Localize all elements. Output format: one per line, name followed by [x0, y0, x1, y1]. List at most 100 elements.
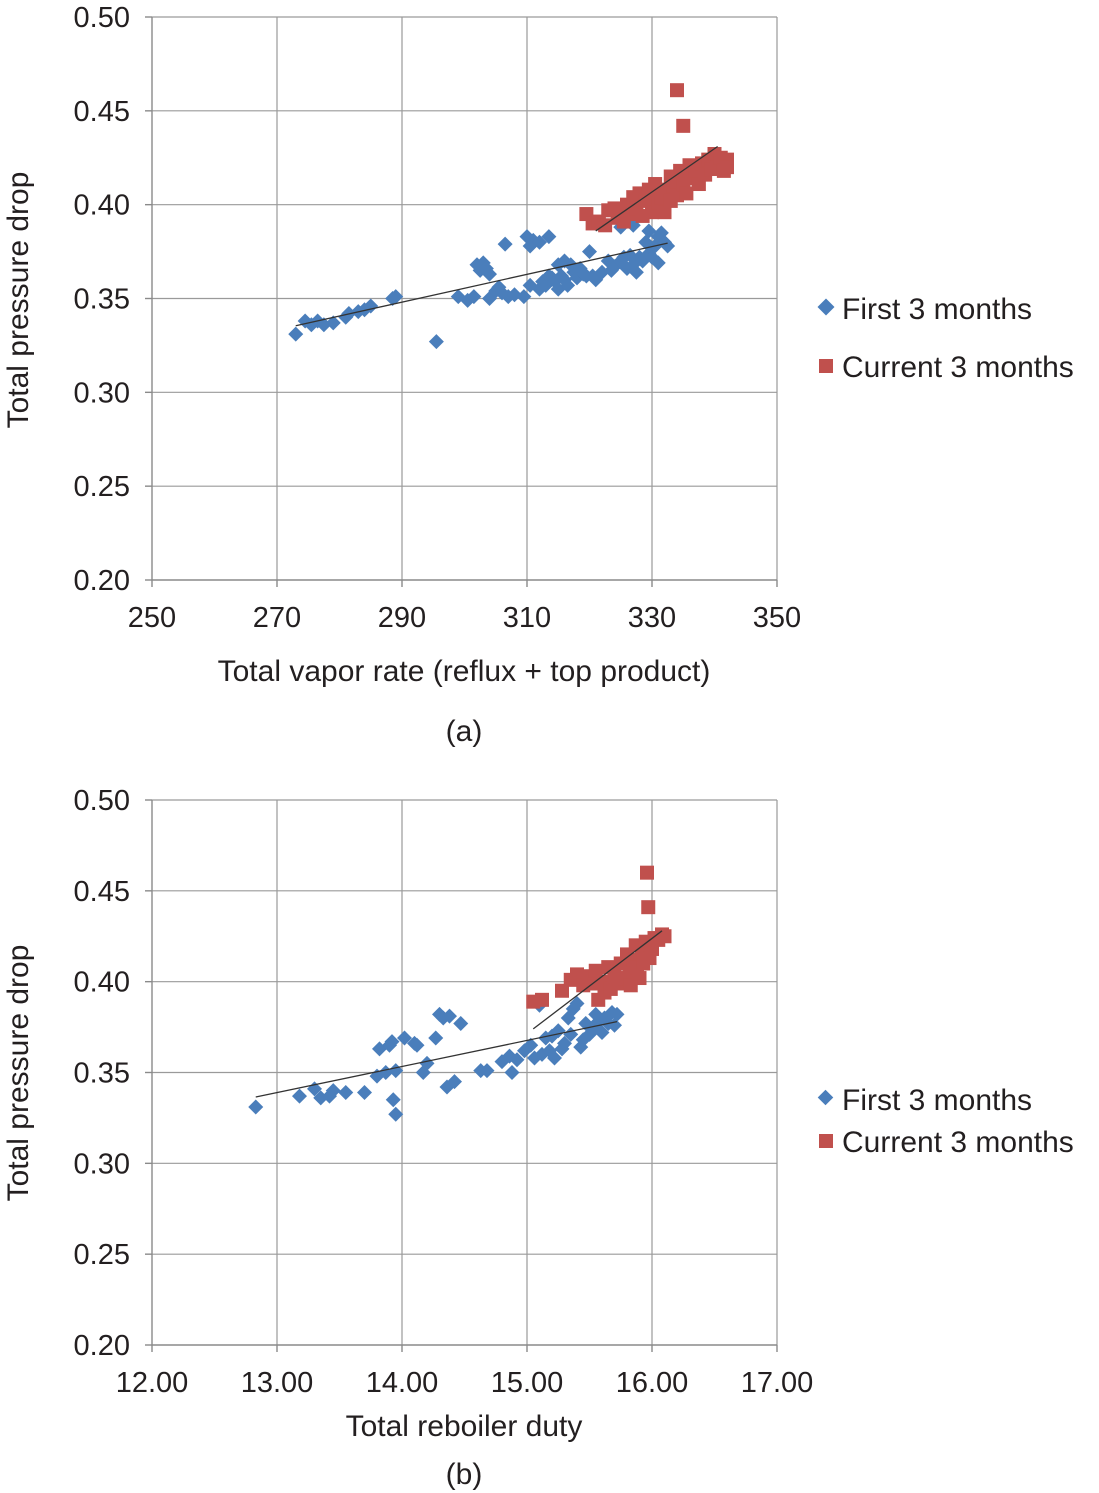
chart-a-point-first-3-months [560, 277, 576, 293]
chart-b-point-first-3-months [248, 1099, 264, 1115]
chart-a-legend-marker-first [817, 298, 835, 316]
chart-b-point-first-3-months [479, 1063, 495, 1079]
chart-b-legend-label-first: First 3 months [842, 1084, 1032, 1117]
chart-a-point-first-3-months [482, 266, 497, 282]
chart-a-legend-label-current: Current 3 months [842, 351, 1074, 384]
chart-b-trendlines [255, 930, 663, 1098]
chart-a-point-first-3-months [325, 315, 341, 331]
chart-b-y-tick-label: 0.50 [74, 785, 130, 817]
chart-b-trendline-first-3-months [255, 1020, 618, 1098]
chart-a-trendline-current-3-months [595, 145, 718, 232]
chart-b-point-current-3-months [640, 865, 654, 880]
chart-a-x-tick-label: 270 [253, 602, 301, 634]
chart-a-tick-labels: 0.20 0.25 0.30 0.35 0.40 0.45 0.50 250 270 290 310… [74, 2, 802, 634]
chart-b-point-first-3-months [504, 1065, 520, 1080]
chart-b-y-tick-label: 0.35 [74, 1058, 130, 1090]
chart-a-point-current-3-months [720, 160, 734, 175]
chart-a-axes [145, 16, 778, 587]
chart-a-trendlines [295, 145, 718, 327]
chart-a-y-tick-label: 0.45 [74, 96, 130, 128]
chart-a-data-points [288, 83, 734, 350]
chart-b-point-current-3-months [555, 983, 569, 998]
chart-a-y-axis-title: Total pressure drop [2, 172, 35, 429]
chart-b-point-first-3-months [607, 1017, 622, 1033]
chart-a-point-first-3-months [541, 229, 557, 245]
chart-a-x-tick-label: 250 [128, 602, 176, 634]
chart-a-point-first-3-months [660, 238, 676, 254]
chart-a-point-first-3-months [516, 289, 532, 305]
chart-b-point-current-3-months [657, 929, 672, 944]
chart-b-point-first-3-months [547, 1050, 562, 1066]
chart-b-point-first-3-months [557, 1035, 572, 1051]
chart-a-legend: First 3 months Current 3 months [817, 293, 1074, 384]
chart-b-point-first-3-months [338, 1084, 354, 1100]
chart-a-point-current-3-months [670, 83, 684, 98]
chart-a-point-current-3-months [679, 186, 694, 201]
chart-b-point-first-3-months [569, 995, 585, 1011]
chart-a-y-tick-label: 0.20 [74, 565, 130, 597]
chart-b-axes [145, 799, 778, 1352]
chart-b-gridlines [152, 799, 778, 1345]
chart-b-legend-marker-first [817, 1089, 834, 1106]
chart-a-y-tick-label: 0.40 [74, 190, 130, 222]
chart-a-point-current-3-months [648, 177, 663, 192]
chart-b-legend-label-current: Current 3 months [842, 1126, 1074, 1159]
chart-b-legend: First 3 months Current 3 months [817, 1084, 1074, 1159]
chart-a-point-first-3-months [497, 236, 513, 252]
chart-b-x-tick-label: 13.00 [241, 1367, 314, 1399]
chart-b-y-tick-label: 0.45 [74, 876, 130, 908]
chart-a-point-first-3-months [532, 234, 547, 250]
chart-a-point-first-3-months [466, 289, 482, 305]
chart-b-point-first-3-months [388, 1106, 404, 1122]
chart-b-point-current-3-months [535, 992, 549, 1007]
chart-b-point-current-3-months [641, 900, 656, 915]
chart-b-point-first-3-months [509, 1052, 525, 1068]
chart-a-point-first-3-months [582, 244, 597, 260]
chart-b-point-current-3-months [588, 963, 603, 978]
chart-a-x-tick-label: 330 [628, 602, 676, 634]
chart-b-tick-labels: 0.20 0.25 0.30 0.35 0.40 0.45 0.50 12.00 13.00 14… [74, 785, 814, 1399]
chart-b-point-first-3-months [523, 1037, 539, 1053]
chart-a-x-tick-label: 310 [503, 602, 551, 634]
chart-b-point-first-3-months [385, 1092, 401, 1108]
chart-b-x-axis-title: Total reboiler duty [346, 1410, 583, 1443]
chart-a-x-tick-label: 350 [753, 602, 801, 634]
chart-b-y-tick-label: 0.40 [74, 967, 130, 999]
chart-b-point-first-3-months [409, 1037, 425, 1053]
chart-b-point-first-3-months [292, 1088, 307, 1104]
chart-b-point-first-3-months [357, 1084, 372, 1100]
chart-a-y-tick-label: 0.35 [74, 284, 130, 316]
chart-b-y-axis-title: Total pressure drop [2, 945, 35, 1202]
chart-b-point-first-3-months [609, 1006, 625, 1022]
chart-b-x-tick-label: 17.00 [741, 1367, 814, 1399]
chart-a-point-first-3-months [428, 334, 444, 350]
chart-a-point-current-3-months [657, 205, 672, 220]
chart-b-data-points [248, 865, 672, 1122]
chart-a-y-tick-label: 0.30 [74, 377, 130, 409]
chart-a-point-first-3-months [616, 249, 632, 265]
chart-a-point-current-3-months [676, 118, 691, 133]
chart-b-point-first-3-months [447, 1074, 462, 1090]
chart-b-point-current-3-months [570, 967, 584, 982]
chart-b-point-first-3-months [594, 1025, 610, 1041]
chart-b-caption: (b) [446, 1458, 483, 1491]
chart-a-trendline-first-3-months [295, 242, 668, 327]
chart-a-point-first-3-months [388, 289, 404, 305]
chart-b-point-first-3-months [428, 1030, 444, 1046]
chart-b-point-first-3-months [442, 1008, 457, 1024]
chart-a-point-current-3-months [638, 193, 653, 208]
chart-b-point-first-3-months [325, 1083, 341, 1099]
chart-a-point-first-3-months [641, 223, 657, 239]
chart-a-point-first-3-months [650, 255, 666, 271]
chart-b-point-current-3-months [632, 971, 647, 986]
chart-a-legend-label-first: First 3 months [842, 293, 1032, 326]
chart-a-point-first-3-months [628, 264, 644, 280]
chart-a-point-first-3-months [288, 326, 304, 342]
chart-b-point-first-3-months [397, 1030, 412, 1046]
chart-b-point-first-3-months [384, 1034, 400, 1050]
chart-a-y-tick-label: 0.50 [74, 2, 130, 34]
chart-b-x-tick-label: 15.00 [491, 1367, 564, 1399]
chart-b-y-tick-label: 0.30 [74, 1148, 130, 1180]
chart-b-legend-marker-current [819, 1134, 833, 1148]
